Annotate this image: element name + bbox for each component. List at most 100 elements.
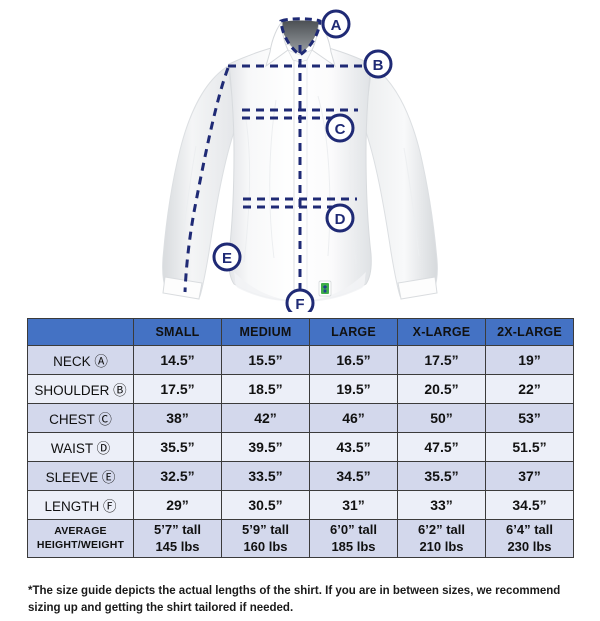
cell-neck-2xlarge: 19” — [485, 345, 574, 375]
cell-average-small: 5’7” tall 145 lbs — [133, 519, 222, 558]
shirt-hem-shadow — [234, 272, 366, 302]
cell-shoulder-large: 19.5” — [309, 374, 398, 404]
average-height: 5’7” tall — [154, 522, 201, 538]
cell-chest-2xlarge: 53” — [485, 403, 574, 433]
cell-waist-large: 43.5” — [309, 432, 398, 462]
cell-waist-2xlarge: 51.5” — [485, 432, 574, 462]
row-label-text: WAIST — [50, 441, 93, 456]
size-guide-footnote: *The size guide depicts the actual lengt… — [28, 585, 561, 614]
average-height: 5’9” tall — [242, 522, 289, 538]
average-height: 6’2” tall — [418, 522, 465, 538]
average-weight: 230 lbs — [507, 538, 552, 554]
row-marker-c: Ⓒ — [98, 412, 112, 428]
right-cuff — [397, 276, 438, 300]
average-weight: 210 lbs — [419, 538, 464, 554]
header-small: SMALL — [133, 318, 222, 346]
row-marker-b: Ⓑ — [113, 383, 127, 399]
cell-length-small: 29” — [133, 490, 222, 520]
table-row: SHOULDER Ⓑ 17.5” 18.5” 19.5” 20.5” 22” — [27, 374, 574, 404]
cell-waist-medium: 39.5” — [221, 432, 310, 462]
marker-B: B — [363, 49, 393, 79]
marker-circles: A B C D E F — [212, 9, 393, 312]
cell-chest-large: 46” — [309, 403, 398, 433]
collar-band — [287, 49, 313, 63]
row-marker-f: Ⓕ — [103, 499, 117, 515]
cell-average-xlarge: 6’2” tall 210 lbs — [397, 519, 486, 558]
average-weight: 145 lbs — [155, 538, 200, 554]
cell-length-large: 31” — [309, 490, 398, 520]
shirt-diagram-svg: A B C D E F — [162, 9, 438, 312]
cell-length-xlarge: 33” — [397, 490, 486, 520]
average-label-line1: AVERAGE — [54, 525, 107, 538]
size-table: SMALL MEDIUM LARGE X-LARGE 2X-LARGE NECK… — [27, 318, 574, 558]
row-label-average: AVERAGE HEIGHT/WEIGHT — [27, 519, 134, 558]
cell-neck-large: 16.5” — [309, 345, 398, 375]
cell-chest-xlarge: 50” — [397, 403, 486, 433]
row-label-waist: WAIST Ⓓ — [27, 432, 134, 462]
cell-shoulder-small: 17.5” — [133, 374, 222, 404]
marker-D: D — [325, 203, 355, 233]
average-weight: 185 lbs — [331, 538, 376, 554]
svg-text:C: C — [335, 121, 346, 138]
header-xlarge: X-LARGE — [397, 318, 486, 346]
cell-neck-small: 14.5” — [133, 345, 222, 375]
shirt-measurement-illustration: A B C D E F — [162, 9, 438, 312]
header-large: LARGE — [309, 318, 398, 346]
cell-shoulder-xlarge: 20.5” — [397, 374, 486, 404]
size-table-header: SMALL MEDIUM LARGE X-LARGE 2X-LARGE — [27, 318, 574, 346]
row-label-shoulder: SHOULDER Ⓑ — [27, 374, 134, 404]
row-label-chest: CHEST Ⓒ — [27, 403, 134, 433]
svg-text:A: A — [331, 17, 342, 34]
average-weight: 160 lbs — [243, 538, 288, 554]
marker-F: F — [285, 288, 315, 312]
row-marker-a: Ⓐ — [94, 354, 108, 370]
brand-tag — [318, 280, 332, 297]
neck-measure-line — [279, 17, 322, 57]
marker-A: A — [321, 9, 351, 39]
cell-length-2xlarge: 34.5” — [485, 490, 574, 520]
row-label-text: SHOULDER — [34, 383, 110, 398]
average-height: 6’0” tall — [330, 522, 377, 538]
marker-C: C — [325, 113, 355, 143]
table-row: NECK Ⓐ 14.5” 15.5” 16.5” 17.5” 19” — [27, 345, 574, 375]
table-row: WAIST Ⓓ 35.5” 39.5” 43.5” 47.5” 51.5” — [27, 432, 574, 462]
table-row: SLEEVE Ⓔ 32.5” 33.5” 34.5” 35.5” 37” — [27, 461, 574, 491]
collar-inner — [282, 20, 319, 54]
size-table-body: NECK Ⓐ 14.5” 15.5” 16.5” 17.5” 19” SHOUL… — [27, 345, 574, 558]
cell-average-medium: 5’9” tall 160 lbs — [221, 519, 310, 558]
cell-sleeve-small: 32.5” — [133, 461, 222, 491]
row-label-length: LENGTH Ⓕ — [27, 490, 134, 520]
cell-neck-xlarge: 17.5” — [397, 345, 486, 375]
svg-text:E: E — [222, 250, 232, 267]
row-label-text: CHEST — [49, 412, 95, 427]
cell-sleeve-2xlarge: 37” — [485, 461, 574, 491]
row-label-sleeve: SLEEVE Ⓔ — [27, 461, 134, 491]
cell-sleeve-xlarge: 35.5” — [397, 461, 486, 491]
cell-neck-medium: 15.5” — [221, 345, 310, 375]
row-marker-e: Ⓔ — [101, 470, 116, 486]
table-row: CHEST Ⓒ 38” 42” 46” 50” 53” — [27, 403, 574, 433]
header-corner-cell — [27, 318, 134, 346]
header-2xlarge: 2X-LARGE — [485, 318, 574, 346]
cell-sleeve-medium: 33.5” — [221, 461, 310, 491]
cell-sleeve-large: 34.5” — [309, 461, 398, 491]
table-row: LENGTH Ⓕ 29” 30.5” 31” 33” 34.5” — [27, 490, 574, 520]
svg-text:D: D — [335, 211, 346, 228]
table-row-average: AVERAGE HEIGHT/WEIGHT 5’7” tall 145 lbs … — [27, 519, 574, 558]
size-chart: SMALL MEDIUM LARGE X-LARGE 2X-LARGE NECK… — [27, 318, 574, 558]
average-height: 6’4” tall — [506, 522, 553, 538]
row-label-text: SLEEVE — [45, 470, 99, 485]
cell-length-medium: 30.5” — [221, 490, 310, 520]
svg-text:B: B — [373, 57, 384, 74]
average-label-line2: HEIGHT/WEIGHT — [36, 538, 125, 551]
cell-average-large: 6’0” tall 185 lbs — [309, 519, 398, 558]
marker-E: E — [212, 242, 242, 272]
row-label-text: LENGTH — [44, 499, 100, 514]
header-medium: MEDIUM — [221, 318, 310, 346]
right-sleeve — [363, 65, 438, 297]
cell-shoulder-2xlarge: 22” — [485, 374, 574, 404]
row-marker-d: Ⓓ — [96, 441, 111, 457]
left-cuff — [162, 276, 203, 300]
sleeve-measure-line — [183, 67, 230, 293]
header-row: SMALL MEDIUM LARGE X-LARGE 2X-LARGE — [27, 318, 574, 346]
